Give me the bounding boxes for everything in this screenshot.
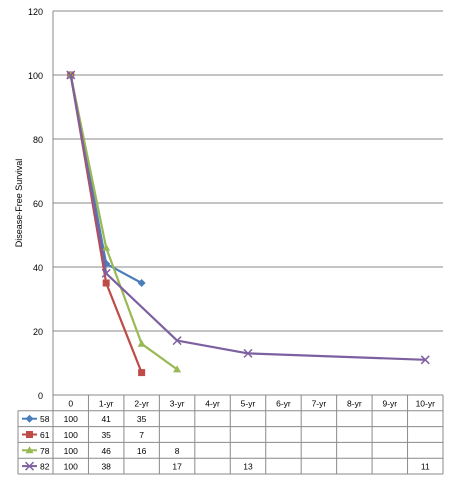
legend-label: 61 — [40, 430, 50, 440]
y-tick-label: 60 — [33, 199, 43, 209]
data-point — [138, 369, 146, 377]
y-tick-label: 40 — [33, 263, 43, 273]
legend-label: 82 — [40, 462, 50, 472]
table-row: 61 100 35 7 — [22, 430, 144, 440]
x-category-label: 10-yr — [416, 398, 436, 408]
data-point — [101, 268, 111, 278]
table-cell: 35 — [137, 414, 147, 424]
data-table: 0 1-yr 2-yr 3-yr 4-yr 5-yr 6-yr 7-yr 8-yr 9-yr 10-… — [17, 394, 444, 475]
data-point — [102, 279, 110, 287]
x-category-label: 0 — [68, 398, 73, 408]
legend-marker — [25, 446, 34, 454]
x-category-label: 5-yr — [241, 398, 256, 408]
series-line — [69, 74, 426, 361]
table-cell: 100 — [64, 430, 78, 440]
x-category-label: 3-yr — [170, 398, 185, 408]
data-point — [173, 365, 182, 373]
series-lines — [66, 70, 430, 377]
y-tick-label: 20 — [33, 327, 43, 337]
table-cell: 16 — [137, 446, 147, 456]
table-cell: 17 — [172, 462, 182, 472]
y-tick-label: 0 — [38, 391, 43, 401]
table-cell: 35 — [101, 430, 111, 440]
table-cell: 13 — [243, 462, 253, 472]
data-point — [66, 70, 76, 80]
data-point — [137, 279, 146, 287]
table-cell: 8 — [175, 446, 180, 456]
series-line — [69, 74, 143, 284]
table-cell: 100 — [64, 414, 78, 424]
data-point — [137, 339, 146, 347]
y-tick-label: 80 — [33, 135, 43, 145]
table-cell: 7 — [139, 430, 144, 440]
legend-label: 78 — [40, 446, 50, 456]
x-category-label: 6-yr — [276, 398, 291, 408]
table-row: 78 100 46 16 8 — [22, 446, 180, 456]
legend-marker — [26, 431, 33, 438]
data-point — [102, 243, 111, 251]
table-cell: 41 — [101, 414, 111, 424]
series-82 — [66, 70, 430, 365]
x-category-label: 4-yr — [205, 398, 220, 408]
x-category-label: 9-yr — [382, 398, 397, 408]
data-point — [243, 348, 253, 358]
x-category-label: 1-yr — [99, 398, 114, 408]
table-cell: 38 — [101, 462, 111, 472]
data-point — [420, 355, 430, 365]
gridlines — [53, 10, 443, 332]
table-cell: 100 — [64, 462, 78, 472]
table-row: 58 100 41 35 — [22, 414, 147, 424]
x-category-label: 7-yr — [312, 398, 327, 408]
x-category-label: 8-yr — [347, 398, 362, 408]
y-tick-label: 100 — [28, 71, 43, 81]
x-category-label: 2-yr — [134, 398, 149, 408]
y-axis-label: Disease-Free Survival — [14, 159, 24, 248]
legend-marker — [24, 461, 35, 471]
table-cell: 100 — [64, 446, 78, 456]
series-58 — [66, 71, 146, 287]
y-tick-label: 120 — [28, 7, 43, 17]
series-line — [69, 74, 178, 371]
y-tick-labels: 0 20 40 60 80 100 120 — [28, 7, 43, 401]
legend-label: 58 — [40, 414, 50, 424]
data-point — [172, 336, 182, 346]
table-row: 82 100 38 17 13 11 — [22, 461, 430, 472]
table-cell: 11 — [421, 462, 430, 472]
table-cell: 46 — [101, 446, 111, 456]
legend-marker — [25, 414, 34, 423]
series-line — [69, 74, 143, 374]
